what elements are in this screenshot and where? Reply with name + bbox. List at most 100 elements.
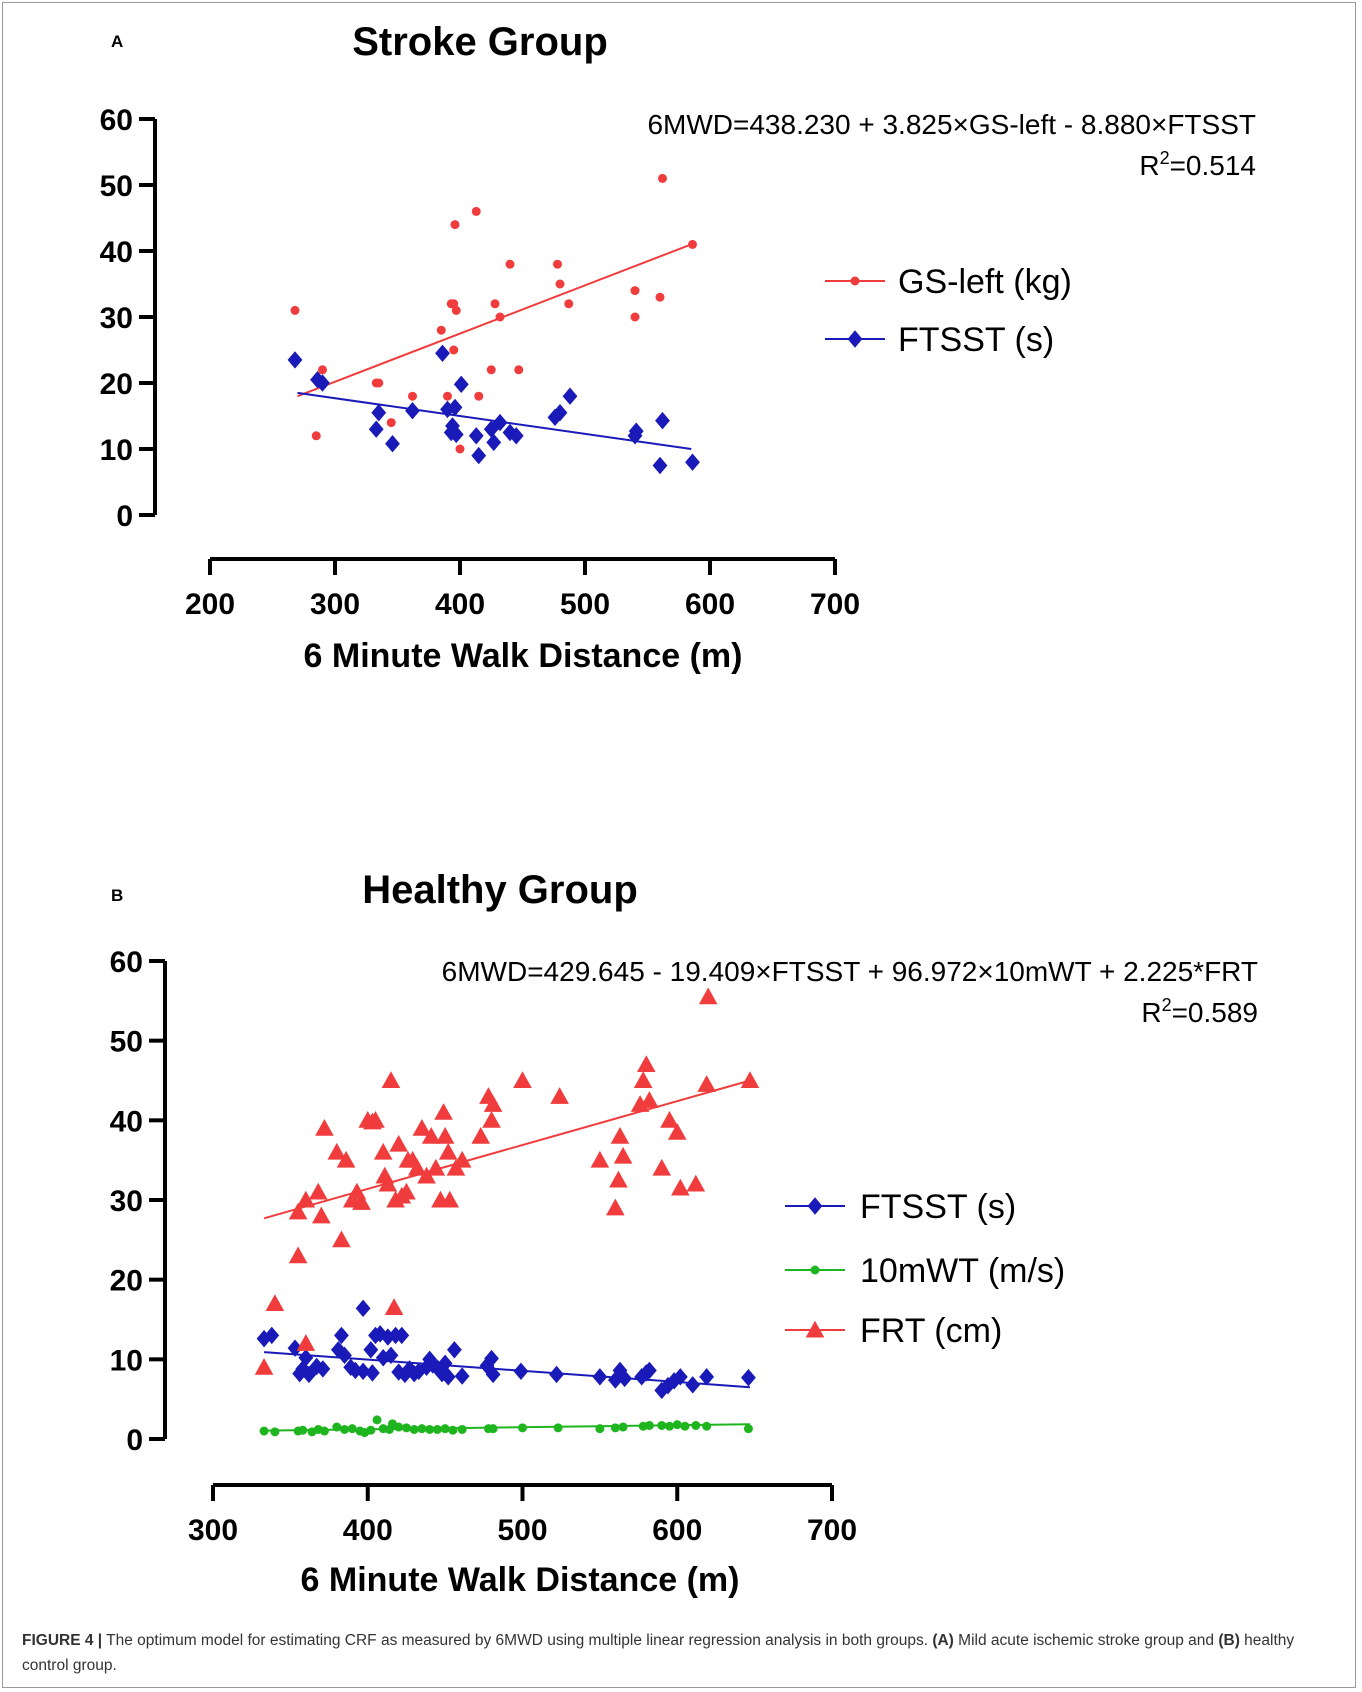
data-point-frt [471,1127,490,1144]
data-point-gsleft [506,260,515,269]
data-point-ftsst [685,1376,700,1393]
data-point-ftsst [454,376,469,393]
x-tick-label: 500 [560,588,610,621]
y-tick-label: 50 [110,1026,143,1059]
data-point-10mwt [320,1427,329,1436]
data-point-ftsst [369,421,384,438]
data-point-gsleft [451,220,460,229]
data-point-10mwt [611,1423,620,1432]
data-point-frt [315,1119,334,1136]
legend-marker-ftsst [848,330,863,347]
data-point-10mwt [680,1422,689,1431]
data-point-gsleft [408,392,417,401]
data-point-frt [614,1147,633,1164]
y-tick-label: 10 [100,434,133,467]
data-point-gsleft [374,379,383,388]
data-point-10mwt [458,1425,467,1434]
data-point-frt [439,1143,458,1160]
x-tick-label: 400 [435,588,485,621]
x-tick-label: 400 [343,1514,393,1547]
legend-marker-gsleft [851,277,860,286]
data-point-gsleft [688,240,697,249]
data-point-ftsst [563,388,578,405]
x-tick-label: 700 [810,588,860,621]
data-point-gsleft [437,326,446,335]
panel-a-letter: A [111,32,123,51]
panel-b-x-axis: 300 400 500 600 700 [188,1485,857,1547]
caption-text-1: The optimum model for estimating CRF as … [102,1632,932,1649]
data-point-10mwt [425,1425,434,1434]
data-point-10mwt [554,1423,563,1432]
legend-entry-ftsst: FTSST (s) [825,321,1054,359]
y-tick-label: 40 [110,1105,143,1138]
data-point-10mwt [744,1424,753,1433]
data-point-gsleft [564,299,573,308]
data-point-10mwt [657,1421,666,1430]
data-point-10mwt [410,1425,419,1434]
panel-a-stroke-group: A Stroke Group 6MWD=438.230 + 3.825×GS-l… [100,20,1256,675]
data-point-gsleft [487,365,496,374]
data-point-10mwt [441,1424,450,1433]
panel-b-x-axis-title: 6 Minute Walk Distance (m) [301,1561,740,1599]
data-point-10mwt [340,1425,349,1434]
data-point-ftsst [486,434,501,451]
panel-b-title: Healthy Group [362,868,638,912]
x-tick-label: 700 [807,1514,857,1547]
y-tick-label: 50 [100,170,133,203]
panel-b-healthy-group: B Healthy Group 6MWD=429.645 - 19.409×FT… [110,868,1258,1599]
panel-a-title: Stroke Group [352,20,608,64]
data-point-gsleft [556,280,565,289]
legend-label-ftsst: FTSST (s) [898,321,1054,359]
data-point-frt [609,1171,628,1188]
data-point-ftsst [685,454,700,471]
panel-a-y-axis: 0102030405060 [100,104,155,533]
y-tick-label: 10 [110,1344,143,1377]
data-point-frt [591,1151,610,1168]
data-point-10mwt [665,1422,674,1431]
data-point-ftsst [514,1363,529,1380]
legend-label-ftsst: FTSST (s) [860,1188,1016,1226]
data-point-ftsst [653,457,668,474]
legend-label-gsleft: GS-left (kg) [898,263,1072,301]
panel-a-legend: GS-left (kg) FTSST (s) [825,263,1072,359]
data-point-gsleft [631,286,640,295]
data-point-ftsst [371,404,386,421]
caption-ref-a: (A) [932,1632,954,1649]
x-tick-label: 600 [685,588,735,621]
data-point-frt [671,1179,690,1196]
data-point-frt [697,1075,716,1092]
data-point-frt [266,1294,285,1311]
data-point-frt [513,1071,532,1088]
panel-a-x-axis: 200 300 400 500 600 700 [185,559,860,621]
data-point-frt [389,1135,408,1152]
data-point-gsleft [312,431,321,440]
data-point-10mwt [673,1420,682,1429]
data-point-10mwt [402,1423,411,1432]
data-point-frt [741,1071,760,1088]
data-point-10mwt [691,1421,700,1430]
data-point-frt [297,1334,316,1351]
data-point-frt [309,1183,328,1200]
data-point-ftsst [365,1364,380,1381]
data-point-10mwt [260,1427,269,1436]
data-point-10mwt [394,1423,403,1432]
data-point-10mwt [645,1421,654,1430]
data-point-10mwt [595,1424,604,1433]
data-point-frt [611,1127,630,1144]
data-point-gsleft [491,299,500,308]
data-point-10mwt [489,1424,498,1433]
caption-ref-b: (B) [1218,1632,1240,1649]
data-point-frt [687,1175,706,1192]
x-tick-label: 200 [185,588,235,621]
data-point-frt [482,1111,501,1128]
y-tick-label: 20 [110,1265,143,1298]
data-point-10mwt [448,1426,457,1435]
data-point-ftsst [288,351,303,368]
data-point-10mwt [270,1427,279,1436]
series-gsleft [291,174,698,454]
data-point-ftsst [385,435,400,452]
data-point-gsleft [553,260,562,269]
x-tick-label: 300 [310,588,360,621]
data-point-gsleft [387,418,396,427]
data-point-ftsst [655,412,670,429]
